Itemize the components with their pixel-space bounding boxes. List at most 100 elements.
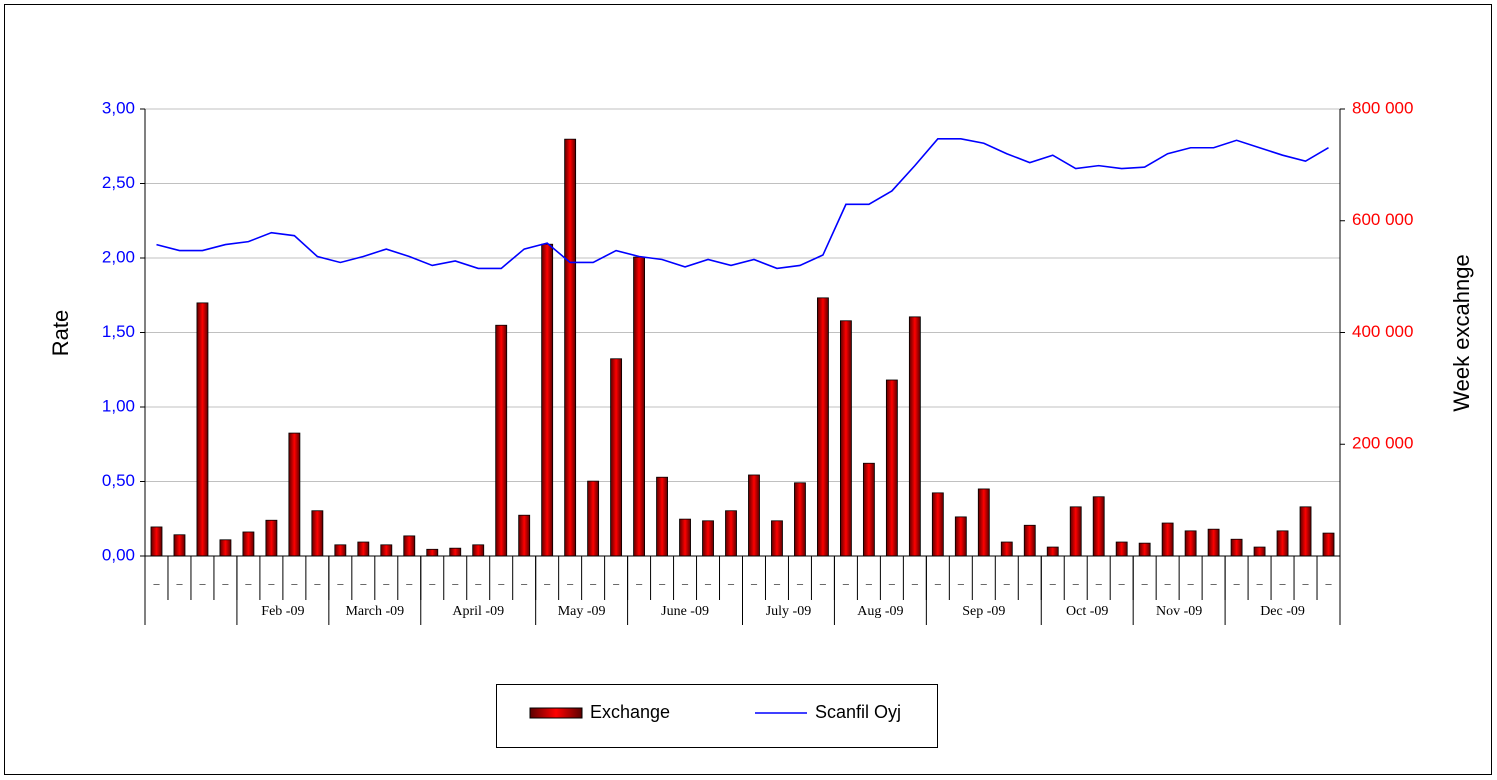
bar xyxy=(196,302,209,557)
x-group-label: April -09 xyxy=(452,604,504,619)
bar xyxy=(702,520,714,557)
x-group-label: Dec -09 xyxy=(1260,604,1305,619)
x-tick-label: – xyxy=(865,576,873,590)
bar xyxy=(725,510,737,557)
x-tick-label: – xyxy=(796,576,804,590)
bar xyxy=(242,531,255,557)
bar xyxy=(633,256,646,557)
bar xyxy=(679,518,691,557)
x-tick-label: – xyxy=(704,576,712,590)
x-tick-label: – xyxy=(221,576,229,590)
x-group-label: March -09 xyxy=(345,604,404,619)
bar xyxy=(1092,496,1105,557)
x-tick-label: – xyxy=(267,576,275,590)
bar xyxy=(150,526,163,557)
y-tick-label: 0,50 xyxy=(102,471,135,490)
x-tick-label: – xyxy=(1233,576,1241,590)
x-tick-label: – xyxy=(1003,576,1011,590)
x-tick-label: – xyxy=(1325,576,1333,590)
bar xyxy=(449,547,462,557)
bar xyxy=(472,544,485,557)
x-tick-label: – xyxy=(1187,576,1195,590)
y-tick-label: 2,50 xyxy=(102,173,135,192)
x-tick-label: – xyxy=(842,576,850,590)
x-group-label: May -09 xyxy=(558,604,606,619)
y-tick-label: 3,00 xyxy=(102,98,135,117)
x-tick-label: – xyxy=(382,576,390,590)
x-tick-label: – xyxy=(635,576,643,590)
bar xyxy=(587,480,600,557)
bar xyxy=(1000,541,1013,557)
legend-swatch xyxy=(529,707,583,719)
bar xyxy=(518,514,531,557)
x-tick-label: – xyxy=(244,576,252,590)
x-tick-label: – xyxy=(175,576,183,590)
x-tick-label: – xyxy=(1049,576,1057,590)
x-tick-label: – xyxy=(474,576,482,590)
bar xyxy=(288,432,301,557)
x-tick-label: – xyxy=(1026,576,1034,590)
y-tick-label: 2,00 xyxy=(102,247,135,266)
y2-axis-label: Week excahnge xyxy=(1449,254,1474,411)
x-tick-label: – xyxy=(911,576,919,590)
bar xyxy=(794,482,806,557)
x-tick-label: – xyxy=(520,576,528,590)
legend-label: Scanfil Oyj xyxy=(815,702,901,722)
bar xyxy=(265,519,278,557)
x-tick-label: – xyxy=(1095,576,1103,590)
x-tick-label: – xyxy=(727,576,735,590)
bar xyxy=(219,539,232,557)
x-tick-label: – xyxy=(198,576,206,590)
x-tick-label: – xyxy=(1072,576,1080,590)
bar xyxy=(495,324,508,557)
chart-frame xyxy=(4,4,1492,775)
y-tick-label: 0,00 xyxy=(102,545,135,564)
bar xyxy=(1184,530,1197,557)
x-tick-label: – xyxy=(1256,576,1264,590)
x-tick-label: – xyxy=(428,576,436,590)
bar xyxy=(748,474,760,557)
x-tick-label: – xyxy=(681,576,689,590)
x-group-label: Sep -09 xyxy=(962,604,1005,619)
x-tick-label: – xyxy=(313,576,321,590)
legend-label: Exchange xyxy=(590,702,670,722)
x-tick-label: – xyxy=(359,576,367,590)
bar xyxy=(1276,530,1289,557)
bar xyxy=(1322,532,1335,557)
x-tick-label: – xyxy=(152,576,160,590)
bar xyxy=(1069,506,1082,557)
x-group-label: Aug -09 xyxy=(857,604,903,619)
x-tick-label: – xyxy=(750,576,758,590)
bar xyxy=(380,544,393,557)
x-group-label: June -09 xyxy=(661,604,709,619)
x-group-label: Nov -09 xyxy=(1156,604,1202,619)
bar xyxy=(771,520,783,557)
x-tick-label: – xyxy=(336,576,344,590)
y2-tick-label: 400 000 xyxy=(1352,322,1413,341)
x-tick-label: – xyxy=(888,576,896,590)
y2-tick-label: 800 000 xyxy=(1352,98,1413,117)
x-tick-label: – xyxy=(290,576,298,590)
x-tick-label: – xyxy=(612,576,620,590)
x-tick-label: – xyxy=(658,576,666,590)
bar xyxy=(1138,542,1151,557)
bar xyxy=(1046,546,1059,557)
bar xyxy=(564,138,577,557)
bar xyxy=(1023,524,1036,557)
x-group-label: Oct -09 xyxy=(1066,604,1108,619)
bar xyxy=(541,243,554,557)
x-tick-label: – xyxy=(451,576,459,590)
x-tick-label: – xyxy=(934,576,942,590)
bar xyxy=(817,297,829,557)
bar xyxy=(656,476,668,557)
y-tick-label: 1,00 xyxy=(102,396,135,415)
x-tick-label: – xyxy=(566,576,574,590)
x-tick-label: – xyxy=(957,576,965,590)
x-group-label: July -09 xyxy=(766,604,812,619)
bar xyxy=(610,358,623,557)
y-tick-label: 1,50 xyxy=(102,322,135,341)
x-tick-label: – xyxy=(1164,576,1172,590)
bar xyxy=(908,316,921,557)
x-tick-label: – xyxy=(1141,576,1149,590)
